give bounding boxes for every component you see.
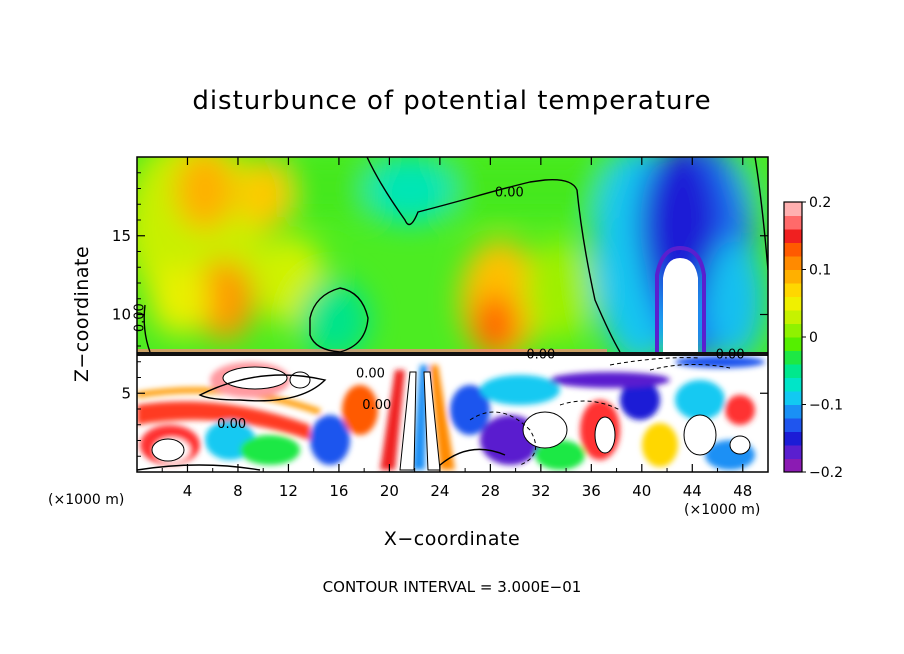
colorbar-swatch bbox=[784, 296, 802, 311]
colorbar-swatch bbox=[784, 364, 802, 378]
x-tick-label: 28 bbox=[481, 482, 500, 500]
layer-boundary bbox=[137, 352, 768, 356]
x-axis-label: X−coordinate bbox=[383, 528, 521, 550]
x-tick-label: 48 bbox=[733, 482, 752, 500]
x-tick-label: 12 bbox=[279, 482, 298, 500]
x-tick-label: 4 bbox=[183, 482, 193, 500]
colorbar-swatch bbox=[784, 269, 802, 284]
colorbar-tick-label: −0.2 bbox=[809, 465, 843, 481]
colorbar-tick-label: 0.2 bbox=[809, 195, 831, 211]
contour-lines bbox=[137, 157, 768, 471]
colorbar-swatch bbox=[784, 391, 802, 405]
contour-label: 0.00 bbox=[217, 417, 246, 432]
colorbar-swatch bbox=[784, 283, 802, 297]
colorbar-swatch bbox=[784, 350, 802, 365]
colorbar-swatch bbox=[784, 202, 802, 216]
y-tick-label: 15 bbox=[112, 227, 131, 245]
y-axis: 5 10 15 bbox=[112, 172, 768, 457]
y-tick-label: 5 bbox=[121, 384, 131, 402]
x-tick-label: 44 bbox=[683, 482, 702, 500]
x-tick-label: 8 bbox=[233, 482, 243, 500]
y-axis-label: Z−coordinate bbox=[71, 245, 93, 383]
x-axis: 4 8 12 16 20 24 28 32 36 40 44 48 bbox=[161, 157, 752, 500]
y-tick-label: 10 bbox=[112, 306, 131, 324]
contour-label: 0.00 bbox=[362, 398, 391, 413]
colorbar-swatch bbox=[784, 215, 802, 230]
colorbar-swatch bbox=[784, 337, 802, 351]
colorbar-swatch bbox=[784, 431, 802, 446]
colorbar-swatch bbox=[784, 310, 802, 324]
colorbar-swatch bbox=[784, 256, 802, 270]
contour-labels: 0.00 0.00 0.00 0.00 0.00 0.00 0.00 bbox=[132, 185, 744, 432]
colorbar-swatch bbox=[784, 404, 802, 419]
x-tick-label: 24 bbox=[430, 482, 449, 500]
colorbar-swatch bbox=[784, 418, 802, 432]
colorbar-swatch bbox=[784, 242, 802, 257]
contour-label: 0.00 bbox=[495, 185, 524, 200]
contour-label: 0.00 bbox=[526, 348, 555, 363]
x-tick-label: 36 bbox=[582, 482, 601, 500]
white-core-region bbox=[663, 258, 698, 352]
contour-label: 0.00 bbox=[132, 303, 147, 332]
colorbar-tick-label: 0 bbox=[809, 330, 818, 346]
x-tick-label: 16 bbox=[329, 482, 348, 500]
colorbar-tick-label: 0.1 bbox=[809, 263, 831, 279]
contour-lines-dashed bbox=[469, 357, 731, 466]
x-unit-label-left: (×1000 m) bbox=[48, 492, 125, 508]
lower-white-cells bbox=[151, 366, 751, 471]
heatmap-field bbox=[137, 157, 768, 472]
contour-label: 0.00 bbox=[356, 367, 385, 382]
x-tick-label: 32 bbox=[531, 482, 550, 500]
colorbar: 0.2 0.1 0 −0.1 −0.2 bbox=[783, 195, 843, 481]
contour-label: 0.00 bbox=[716, 348, 745, 363]
contour-interval-label: CONTOUR INTERVAL = 3.000E−01 bbox=[322, 578, 582, 596]
colorbar-swatch bbox=[784, 229, 802, 243]
chart-title: disturbunce of potential temperature bbox=[192, 86, 712, 116]
colorbar-swatch bbox=[784, 458, 802, 473]
colorbar-swatch bbox=[784, 323, 802, 338]
x-unit-label-right: (×1000 m) bbox=[684, 502, 761, 518]
colorbar-swatch bbox=[784, 445, 802, 459]
x-tick-label: 40 bbox=[632, 482, 651, 500]
colorbar-swatch bbox=[784, 377, 802, 392]
x-tick-label: 20 bbox=[380, 482, 399, 500]
colorbar-tick-label: −0.1 bbox=[809, 398, 843, 414]
